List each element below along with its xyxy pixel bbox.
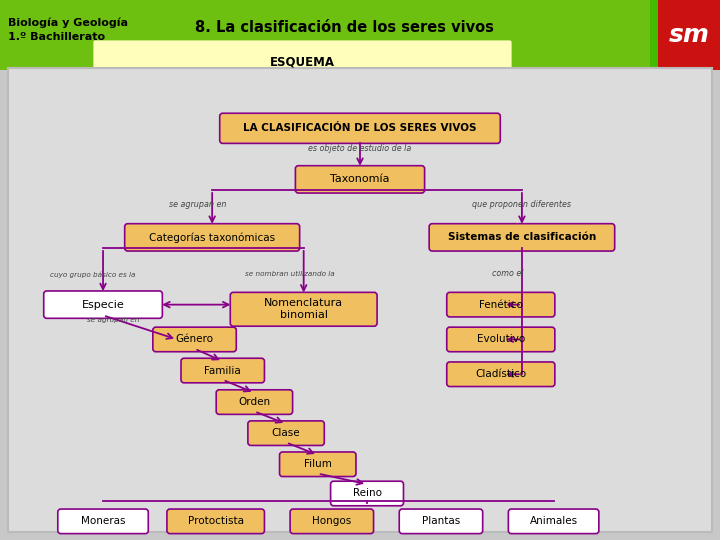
Text: se agrupan en: se agrupan en [169, 200, 227, 210]
Text: es objeto de estudio de la: es objeto de estudio de la [308, 144, 412, 153]
FancyBboxPatch shape [92, 39, 513, 85]
FancyBboxPatch shape [153, 327, 236, 352]
FancyBboxPatch shape [0, 0, 720, 70]
FancyBboxPatch shape [8, 68, 712, 532]
Text: Categorías taxonómicas: Categorías taxonómicas [149, 232, 275, 242]
Text: Filum: Filum [304, 459, 332, 469]
Text: Biología y Geología
1.º Bachillerato: Biología y Geología 1.º Bachillerato [8, 18, 128, 42]
Text: Taxonomía: Taxonomía [330, 174, 390, 184]
FancyBboxPatch shape [216, 390, 292, 414]
Text: se nombran utilizando la: se nombran utilizando la [245, 272, 335, 278]
FancyBboxPatch shape [508, 509, 599, 534]
FancyBboxPatch shape [446, 327, 555, 352]
FancyBboxPatch shape [399, 509, 482, 534]
Text: Orden: Orden [238, 397, 271, 407]
FancyBboxPatch shape [181, 358, 264, 383]
Text: ESQUEMA: ESQUEMA [270, 56, 335, 69]
Text: Reino: Reino [353, 489, 382, 498]
Text: como el: como el [492, 268, 523, 278]
FancyBboxPatch shape [248, 421, 324, 446]
FancyBboxPatch shape [167, 509, 264, 534]
Text: Fenético: Fenético [479, 300, 523, 309]
FancyBboxPatch shape [279, 452, 356, 476]
FancyBboxPatch shape [429, 224, 615, 251]
Text: se agrupan en: se agrupan en [87, 318, 140, 323]
Text: Moneras: Moneras [81, 516, 125, 526]
Text: que proponen diferentes: que proponen diferentes [472, 200, 572, 210]
Text: Protoctista: Protoctista [188, 516, 243, 526]
Text: Nomenclatura
binomial: Nomenclatura binomial [264, 299, 343, 320]
Text: Hongos: Hongos [312, 516, 351, 526]
Text: cuyo grupo básico es la: cuyo grupo básico es la [50, 271, 135, 278]
FancyBboxPatch shape [446, 292, 555, 317]
FancyBboxPatch shape [290, 509, 374, 534]
Text: Familia: Familia [204, 366, 241, 375]
Text: Especie: Especie [81, 300, 125, 309]
FancyBboxPatch shape [58, 509, 148, 534]
Text: sm: sm [669, 23, 709, 47]
Text: Clase: Clase [271, 428, 300, 438]
FancyBboxPatch shape [220, 113, 500, 144]
Text: Plantas: Plantas [422, 516, 460, 526]
Text: Sistemas de clasificación: Sistemas de clasificación [448, 232, 596, 242]
FancyBboxPatch shape [658, 0, 720, 70]
FancyBboxPatch shape [125, 224, 300, 251]
FancyBboxPatch shape [650, 0, 658, 70]
Text: Género: Género [176, 334, 214, 345]
Text: Evolutivo: Evolutivo [477, 334, 525, 345]
FancyBboxPatch shape [295, 166, 425, 193]
FancyBboxPatch shape [44, 291, 163, 318]
Text: Animales: Animales [529, 516, 577, 526]
FancyBboxPatch shape [446, 362, 555, 387]
Text: Cladístico: Cladístico [475, 369, 526, 379]
Text: 8. La clasificación de los seres vivos: 8. La clasificación de los seres vivos [195, 20, 494, 35]
FancyBboxPatch shape [230, 292, 377, 326]
FancyBboxPatch shape [330, 481, 403, 506]
Text: LA CLASIFICACIÓN DE LOS SERES VIVOS: LA CLASIFICACIÓN DE LOS SERES VIVOS [243, 123, 477, 133]
